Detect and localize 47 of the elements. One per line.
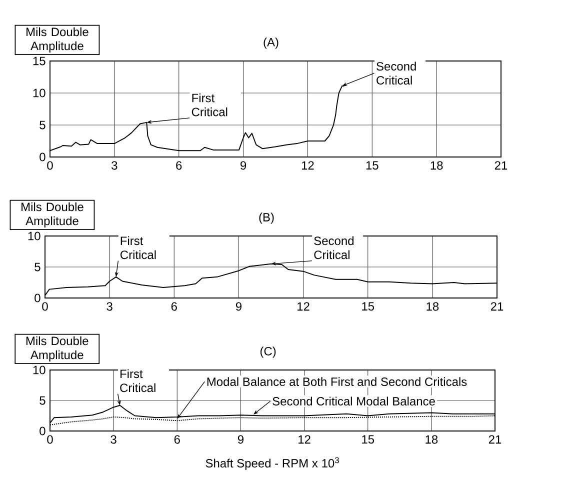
x-tick-label: 18 <box>426 435 438 444</box>
x-tick-label: 0 <box>47 435 53 444</box>
x-tick-label: 12 <box>302 161 314 170</box>
y-axis-title: Mils Double Amplitude <box>26 336 88 362</box>
x-tick-label: 18 <box>426 302 439 311</box>
x-tick-label: 15 <box>366 161 378 170</box>
y-tick-label: 0 <box>34 294 40 302</box>
x-tick-label: 3 <box>106 302 112 311</box>
y-tick-label: 10 <box>33 88 46 98</box>
x-tick-label: 21 <box>494 161 508 170</box>
chart-title: (C) <box>260 346 276 358</box>
chart-title: (A) <box>264 38 278 49</box>
x-tick-label: 6 <box>174 435 180 444</box>
annotation: First Critical <box>192 93 228 116</box>
x-tick-label: 6 <box>176 161 182 170</box>
x-tick-label: 6 <box>171 302 177 311</box>
y-axis-title: Mils Double Amplitude <box>26 27 88 53</box>
x-tick-label: 9 <box>236 302 242 311</box>
x-tick-label: 12 <box>298 302 310 311</box>
x-tick-label: 12 <box>298 435 310 444</box>
annotation: First Critical <box>120 369 156 392</box>
x-tick-label: 3 <box>112 161 118 170</box>
x-tick-label: 3 <box>110 435 116 444</box>
annotation: First Critical <box>120 236 156 260</box>
y-tick-label: 15 <box>33 56 46 66</box>
annotation: Second Critical Modal Balance <box>272 396 435 406</box>
y-axis-title: Mils Double Amplitude <box>22 202 84 228</box>
x-tick-label: 21 <box>490 302 504 311</box>
y-tick-label: 10 <box>33 366 46 374</box>
annotation: Second Critical <box>376 62 416 85</box>
y-tick-label: 0 <box>40 152 46 162</box>
x-axis-title: Shaft Speed - RPM x 10$^{3}$ <box>206 457 339 470</box>
annotation: Modal Balance at Both First and Second Criticals <box>207 377 467 386</box>
x-tick-label: 0 <box>47 161 53 170</box>
annotation: Second Critical <box>314 236 354 260</box>
chart-title: (B) <box>259 212 274 224</box>
x-tick-label: 18 <box>430 161 443 170</box>
x-tick-label: 15 <box>362 302 374 311</box>
x-tick-label: 21 <box>488 435 502 444</box>
y-tick-label: 0 <box>40 426 46 436</box>
y-tick-label: 5 <box>40 120 46 130</box>
x-tick-label: 9 <box>238 435 244 444</box>
y-tick-label: 10 <box>28 232 40 240</box>
x-tick-label: 15 <box>362 435 374 444</box>
x-tick-label: 9 <box>240 161 246 170</box>
y-tick-label: 5 <box>40 396 46 405</box>
y-tick-label: 5 <box>34 262 40 272</box>
